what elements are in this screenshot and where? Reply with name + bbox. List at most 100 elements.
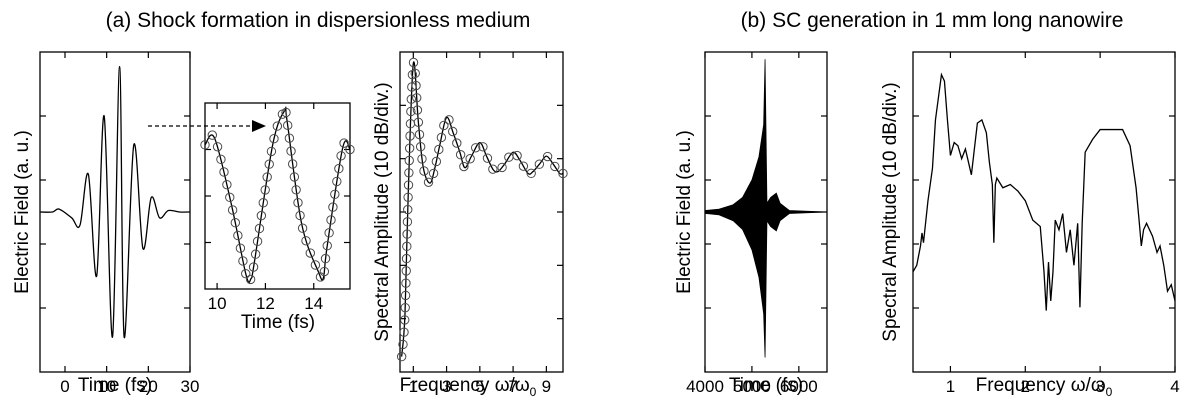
data-marker (415, 142, 426, 152)
data-marker (252, 236, 263, 247)
plot-b2-x-axis-label-text: Frequency ω/ω (976, 375, 1106, 396)
data-marker (330, 189, 340, 199)
data-marker (266, 146, 277, 157)
plot-b2-x-axis-label: Frequency ω/ω0 (976, 375, 1113, 399)
plot-b1-series-fill (704, 59, 828, 358)
data-marker (245, 274, 256, 285)
plot-a3-series-line (401, 61, 564, 357)
plot-a1-frame (39, 51, 191, 373)
data-marker (222, 179, 232, 190)
plot-b2-y-axis-label: Spectral Amplitude (10 dB/div.) (880, 82, 901, 341)
data-marker (301, 236, 311, 246)
data-marker (339, 138, 349, 148)
plot-b2-tick-labels: 1 2 3 4 (946, 377, 1180, 396)
plot-a3-ticks (400, 52, 563, 372)
data-marker (413, 117, 424, 127)
data-marker (431, 156, 442, 167)
data-marker (402, 241, 412, 252)
x-tick-label: 0 (60, 377, 69, 396)
data-marker (254, 223, 265, 234)
plot-a2-ticks (205, 103, 350, 289)
x-tick-label: 3 (442, 377, 451, 396)
data-marker (404, 168, 414, 178)
plot-a2-tick-labels: 10 12 14 (208, 294, 324, 313)
data-marker (406, 94, 417, 104)
x-tick-label: 1 (409, 377, 418, 396)
plot-b1-y-axis-label: Electric Field (a. u.) (674, 130, 695, 294)
plot-a2-frame (204, 102, 351, 290)
x-tick-label: 12 (256, 294, 275, 313)
plot-a3-tick-labels: 1 3 5 7 9 (409, 377, 552, 396)
data-marker (291, 185, 301, 195)
data-marker (404, 155, 414, 166)
data-marker (400, 302, 410, 313)
plot-a3-markers (396, 57, 568, 362)
data-marker (233, 230, 243, 241)
x-tick-label: 14 (304, 294, 323, 313)
data-marker (518, 161, 529, 171)
data-marker (225, 192, 235, 203)
x-tick-label: 10 (208, 294, 227, 313)
data-marker (322, 241, 332, 251)
data-marker (399, 327, 409, 337)
data-marker (423, 177, 434, 187)
x-tick-label: 1 (946, 377, 955, 396)
x-tick-label: 4 (1170, 377, 1179, 396)
data-marker (219, 167, 229, 177)
data-marker (455, 150, 466, 160)
data-marker (336, 151, 346, 161)
plot-a1-electric-field: 0 10 20 30 Time (fs) Electric Field (a. u.) (12, 51, 199, 396)
data-marker (403, 192, 413, 203)
data-marker (403, 180, 414, 190)
plot-b1-tick-labels: 4000 5000 6000 (686, 377, 818, 396)
data-marker (212, 142, 223, 152)
plot-b2-frame (912, 51, 1176, 373)
data-marker (326, 215, 336, 225)
data-marker (404, 143, 415, 153)
data-marker (470, 143, 481, 153)
x-tick-label: 2 (1021, 377, 1030, 396)
data-marker (281, 107, 291, 118)
data-marker (216, 154, 226, 165)
data-marker (478, 142, 488, 152)
data-marker (414, 129, 425, 140)
data-marker (227, 205, 238, 215)
plot-b2-spectrum: 1 2 3 4 Frequency ω/ω0 Spectral Amplitude (… (880, 51, 1180, 399)
plot-b2-series-line (912, 72, 1176, 311)
data-marker (439, 120, 449, 131)
data-marker (417, 154, 427, 164)
data-marker (396, 351, 407, 362)
data-marker (230, 218, 241, 228)
plot-a3-spectrum: 1 3 5 7 9 Frequency ω/ω0 Spectral Amplitude … (372, 51, 568, 399)
data-marker (235, 243, 246, 253)
plot-b1-ticks (704, 52, 827, 372)
x-tick-label: 9 (542, 377, 551, 396)
plot-a1-x-axis-label: Time (fs) (78, 375, 152, 396)
data-marker (402, 217, 413, 227)
data-marker (401, 266, 411, 276)
data-marker (400, 315, 410, 325)
plot-b1-electric-field: 4000 5000 6000 Time (fs) Electric Field (a… (674, 51, 828, 396)
data-marker (534, 159, 545, 169)
data-marker (324, 228, 334, 238)
data-marker (241, 268, 251, 279)
x-tick-label: 20 (139, 377, 158, 396)
data-marker (405, 131, 415, 141)
data-marker (297, 223, 308, 233)
x-tick-label: 5000 (733, 377, 771, 396)
data-marker (412, 105, 423, 115)
panel-a-title: (a) Shock formation in dispersionless me… (106, 9, 531, 32)
panel-b-title: (b) SC generation in 1 mm long nanowire (741, 9, 1124, 32)
subscript: 0 (530, 385, 537, 399)
plot-a1-ticks (40, 52, 191, 372)
x-tick-label: 4000 (686, 377, 724, 396)
data-marker (310, 260, 321, 270)
data-marker (283, 120, 293, 131)
plot-a3-x-axis-label: Frequency ω/ω0 (400, 375, 537, 399)
data-marker (256, 210, 267, 221)
plot-a1-tick-labels: 0 10 20 30 (60, 377, 199, 396)
data-marker (436, 132, 447, 143)
data-marker (401, 253, 412, 264)
data-marker (248, 262, 259, 272)
